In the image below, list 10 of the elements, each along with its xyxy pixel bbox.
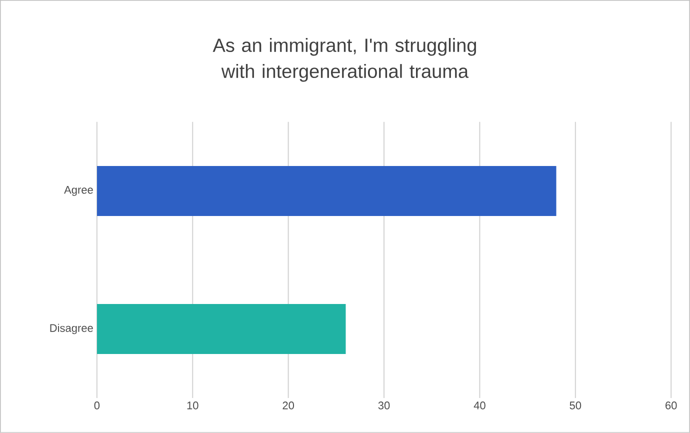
y-tick-label: Agree: [64, 186, 93, 196]
x-tick-label: 60: [666, 402, 677, 410]
x-tick-label: 20: [282, 402, 294, 410]
x-tick-label: 10: [187, 402, 198, 410]
y-tick-label: Disagree: [50, 324, 93, 334]
x-tick-label: 40: [474, 402, 486, 410]
x-tick-label: 0: [94, 402, 100, 410]
x-tick-label: 30: [378, 402, 390, 410]
chart-title: As an immigrant, I'm struggling with intergenerational trauma: [212, 38, 476, 82]
x-tick-label: 50: [570, 402, 582, 410]
